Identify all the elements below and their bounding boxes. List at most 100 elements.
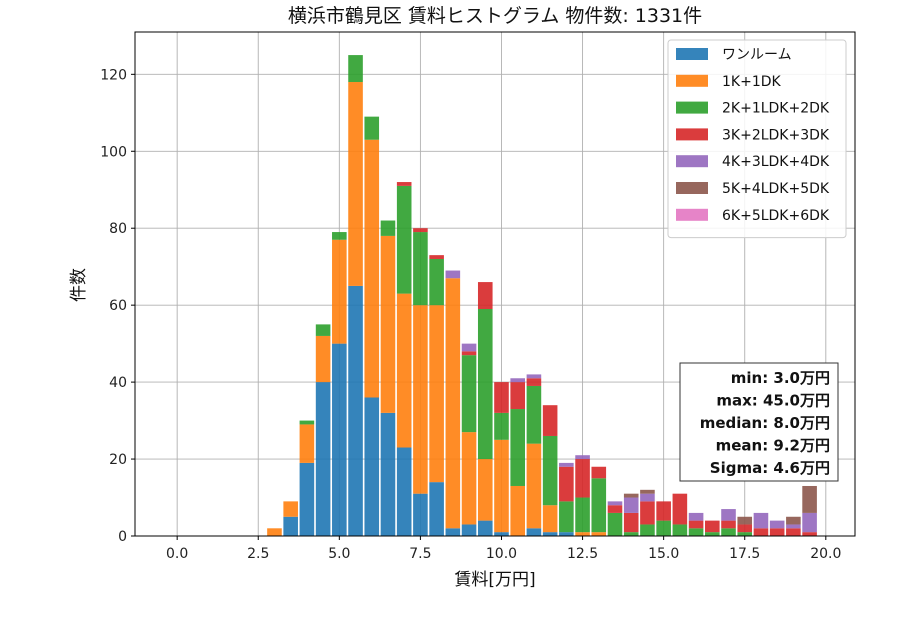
bar-segment [315,335,331,383]
bar-segment [607,505,623,513]
bar-segment [688,528,704,536]
legend-label: 5K+4LDK+5DK [722,181,830,197]
bar-segment [445,278,461,529]
bar-segment [380,220,396,236]
x-axis-ticks: 0.0 2.5 5.0 7.5 10.0 12.5 15.0 17.5 20.0 [166,536,841,562]
bar-segment [769,520,785,529]
bar-segment [510,485,525,536]
bar-segment [396,182,412,186]
bar-segment [640,493,655,502]
bar-segment [737,532,753,536]
bar-segment [542,505,558,533]
bar-segment [283,516,298,536]
bar-segment [526,378,542,386]
bar-segment [688,520,704,529]
bar-segment [786,524,801,529]
bar-segment [721,520,736,529]
bar-segment [623,512,639,533]
bar-segment [299,462,315,536]
legend-label: 3K+2LDK+3DK [722,127,830,143]
bar-segment [705,532,720,536]
bar-segment [688,512,704,521]
legend-label: 2K+1LDK+2DK [722,101,830,117]
bar-segment [461,351,477,356]
bar-segment [640,501,655,525]
bar-segment [656,501,671,521]
y-tick-label: 40 [109,375,127,391]
bar-segment [510,378,525,383]
x-axis-label: 賃料[万円] [454,570,535,590]
bar-segment [802,485,817,513]
bar-segment [413,232,428,306]
bar-segment [526,385,542,444]
bar-segment [607,501,623,506]
bar-segment [461,343,477,352]
bar-segment [575,497,590,533]
bar-segment [445,528,461,536]
bar-segment [575,455,590,460]
bar-segment [737,516,753,525]
stats-line: mean: 9.2万円 [716,437,830,455]
bar-segment [332,343,347,536]
bar-segment [640,489,655,494]
bar-segment [672,524,688,536]
bar-segment [364,116,380,140]
y-tick-label: 80 [109,221,127,237]
y-axis-ticks: 0 20 40 60 80 100 120 [100,67,135,545]
bar-segment [640,524,655,536]
legend-swatch [676,208,708,221]
bar-segment [623,532,639,536]
bar-segment [786,528,801,536]
bar-segment [332,232,347,240]
bar-segment [542,435,558,506]
plot-frame [134,31,856,537]
bar-segment [559,462,574,467]
bar-segment [623,493,639,498]
bar-segment [721,509,736,521]
bar-segment [348,82,363,286]
bar-segment [477,309,493,460]
stats-line: median: 8.0万円 [700,414,830,432]
y-tick-label: 120 [100,67,127,83]
bar-segment [364,397,380,536]
bar-segment [315,324,331,336]
bar-segment [299,420,315,425]
bar-segment [672,493,688,525]
x-tick-label: 17.5 [729,546,760,562]
bar-segment [364,139,380,398]
legend-label: 4K+3LDK+4DK [722,154,830,170]
x-tick-label: 0.0 [166,546,188,562]
bar-segment [721,528,736,536]
bar-segment [559,532,574,536]
bar-segment [526,528,542,536]
bar-segment [494,382,509,413]
bar-segment [315,382,331,536]
x-tick-label: 7.5 [409,546,431,562]
bar-segment [429,255,444,259]
bar-segment [477,520,493,536]
legend-swatch [676,128,708,141]
bar-segment [542,532,558,536]
x-tick-label: 15.0 [648,546,679,562]
bar-segment [413,228,428,233]
x-tick-label: 5.0 [328,546,350,562]
bar-segment [494,439,509,533]
legend-swatch [676,101,708,114]
x-tick-label: 12.5 [567,546,598,562]
legend-label: 6K+5LDK+6DK [722,208,830,224]
bar-segment [283,501,298,517]
bar-segment [607,512,623,536]
bar-segment [299,424,315,463]
chart-title: 横浜市鶴見区 賃料ヒストグラム 物件数: 1331件 [288,5,702,27]
y-tick-label: 0 [118,529,127,545]
bar-segment [267,528,282,536]
bar-segment [494,532,509,536]
bar-segment [802,532,817,536]
bar-segment [656,520,671,536]
legend-frame [667,39,847,239]
bar-segment [753,512,769,529]
bar-segment [429,305,444,483]
bar-segment [348,55,363,83]
bar-segment [542,405,558,436]
